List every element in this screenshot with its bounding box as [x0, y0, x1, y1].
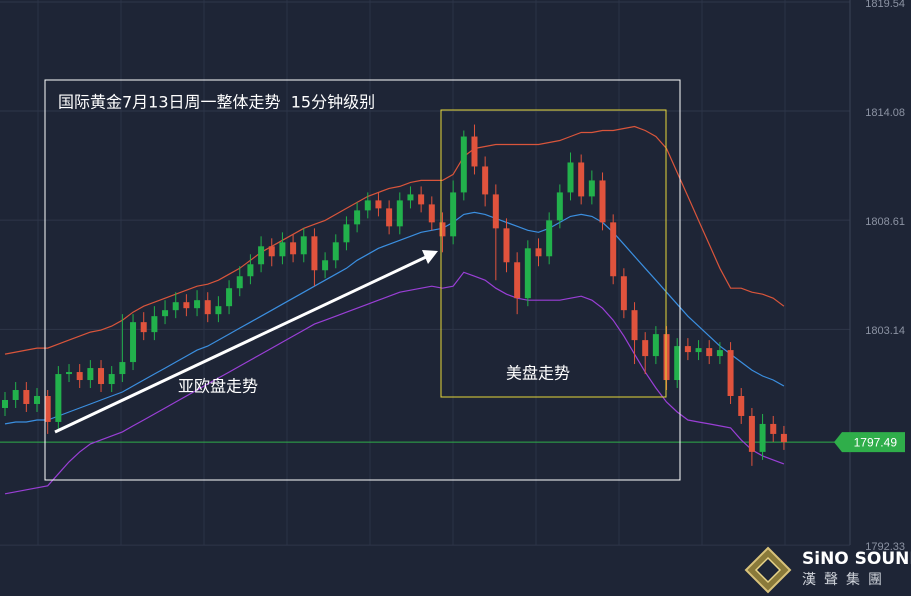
candle-body — [578, 162, 585, 197]
candle-body — [34, 396, 41, 404]
candle-body — [332, 242, 339, 261]
candle-body — [663, 334, 670, 381]
candle-body — [343, 224, 350, 243]
candle-body — [2, 399, 8, 408]
candle-body — [55, 374, 62, 422]
us-session-box — [440, 109, 667, 398]
candle-body — [599, 180, 606, 223]
candle-body — [631, 310, 638, 341]
candle-body — [759, 423, 766, 452]
candle-body — [108, 374, 115, 385]
candle-body — [535, 248, 542, 257]
candle-body — [727, 350, 734, 397]
candle-body — [364, 200, 371, 211]
annotation: 美盘走势 — [506, 364, 570, 383]
candle-body — [716, 350, 723, 357]
candle-body — [780, 433, 787, 443]
candle-body — [44, 396, 51, 422]
candle-body — [236, 276, 243, 289]
candle-body — [514, 262, 521, 299]
logo-subtitle: 漢聲集團 — [802, 571, 890, 588]
annotation: 亚欧盘走势 — [178, 377, 258, 396]
candle-body — [492, 194, 499, 229]
candle-body — [482, 166, 489, 195]
candle-body — [151, 316, 158, 333]
candle-body — [23, 390, 30, 404]
price-tag — [834, 432, 905, 453]
candle-body — [503, 228, 510, 263]
chart-title: 国际黄金7月13日周一整体走势 15分钟级别 — [58, 93, 375, 112]
candles — [2, 124, 787, 466]
candle-body — [684, 346, 691, 353]
candle-body — [556, 192, 563, 221]
candle-body — [450, 192, 457, 237]
candle-body — [567, 162, 574, 193]
overall-box — [44, 79, 681, 481]
candle-body — [439, 222, 446, 237]
band-line — [4, 125, 785, 355]
arrow-head — [422, 250, 438, 264]
candle-body — [140, 322, 147, 333]
candle-body — [162, 310, 169, 317]
logo-icon-inner — [754, 556, 782, 584]
candle-body — [247, 264, 254, 277]
band-line — [4, 211, 785, 425]
y-tick-label: 1814.08 — [865, 107, 905, 119]
candle-body — [268, 246, 275, 257]
candle-body — [119, 362, 126, 375]
candle-body — [322, 260, 329, 271]
candle-body — [258, 246, 265, 265]
candle-body — [386, 208, 393, 227]
candle-body — [588, 180, 595, 197]
y-tick-label: 1792.33 — [865, 541, 905, 553]
candle-body — [66, 372, 73, 375]
candle-body — [279, 242, 286, 257]
candle-body — [226, 288, 233, 307]
candle-body — [642, 340, 649, 357]
y-tick-label: 1803.14 — [865, 325, 905, 337]
candle-body — [695, 348, 702, 353]
candle-body — [471, 136, 478, 167]
last-price-label: 1797.49 — [854, 435, 898, 449]
candle-body — [770, 423, 777, 434]
candle-body — [76, 372, 83, 381]
candle-body — [172, 302, 179, 311]
candle-body — [300, 236, 307, 255]
candle-body — [674, 346, 681, 381]
candle-body — [652, 334, 659, 357]
trend-arrow — [54, 255, 427, 434]
candle-body — [204, 300, 211, 315]
candle-body — [620, 276, 627, 311]
candle-body — [290, 242, 297, 255]
candle-body — [738, 396, 745, 416]
candle-body — [396, 200, 403, 227]
candle-body — [610, 222, 617, 277]
candle-body — [546, 220, 553, 257]
candle-body — [12, 390, 19, 400]
y-tick-label: 1808.61 — [865, 216, 905, 228]
candle-body — [215, 306, 222, 315]
candle-body — [375, 200, 382, 209]
lines — [4, 125, 785, 495]
candle-body — [194, 300, 201, 309]
candle-body — [183, 302, 190, 309]
candle-body — [407, 194, 414, 201]
candle-body — [706, 348, 713, 357]
candle-body — [87, 368, 94, 381]
logo: SiNO SOUND 漢聲集團 — [744, 546, 911, 594]
candle-body — [524, 248, 531, 299]
band-line — [4, 271, 785, 495]
candle-body — [311, 236, 318, 271]
candle-body — [460, 136, 467, 193]
candle-body — [418, 194, 425, 205]
logo-name: SiNO SOUND — [802, 549, 911, 569]
candle-body — [130, 322, 137, 363]
candle-body — [428, 204, 435, 223]
candle-body — [354, 210, 361, 225]
candle-body — [98, 368, 105, 385]
y-tick-label: 1819.54 — [865, 0, 905, 10]
candle-body — [748, 415, 755, 452]
